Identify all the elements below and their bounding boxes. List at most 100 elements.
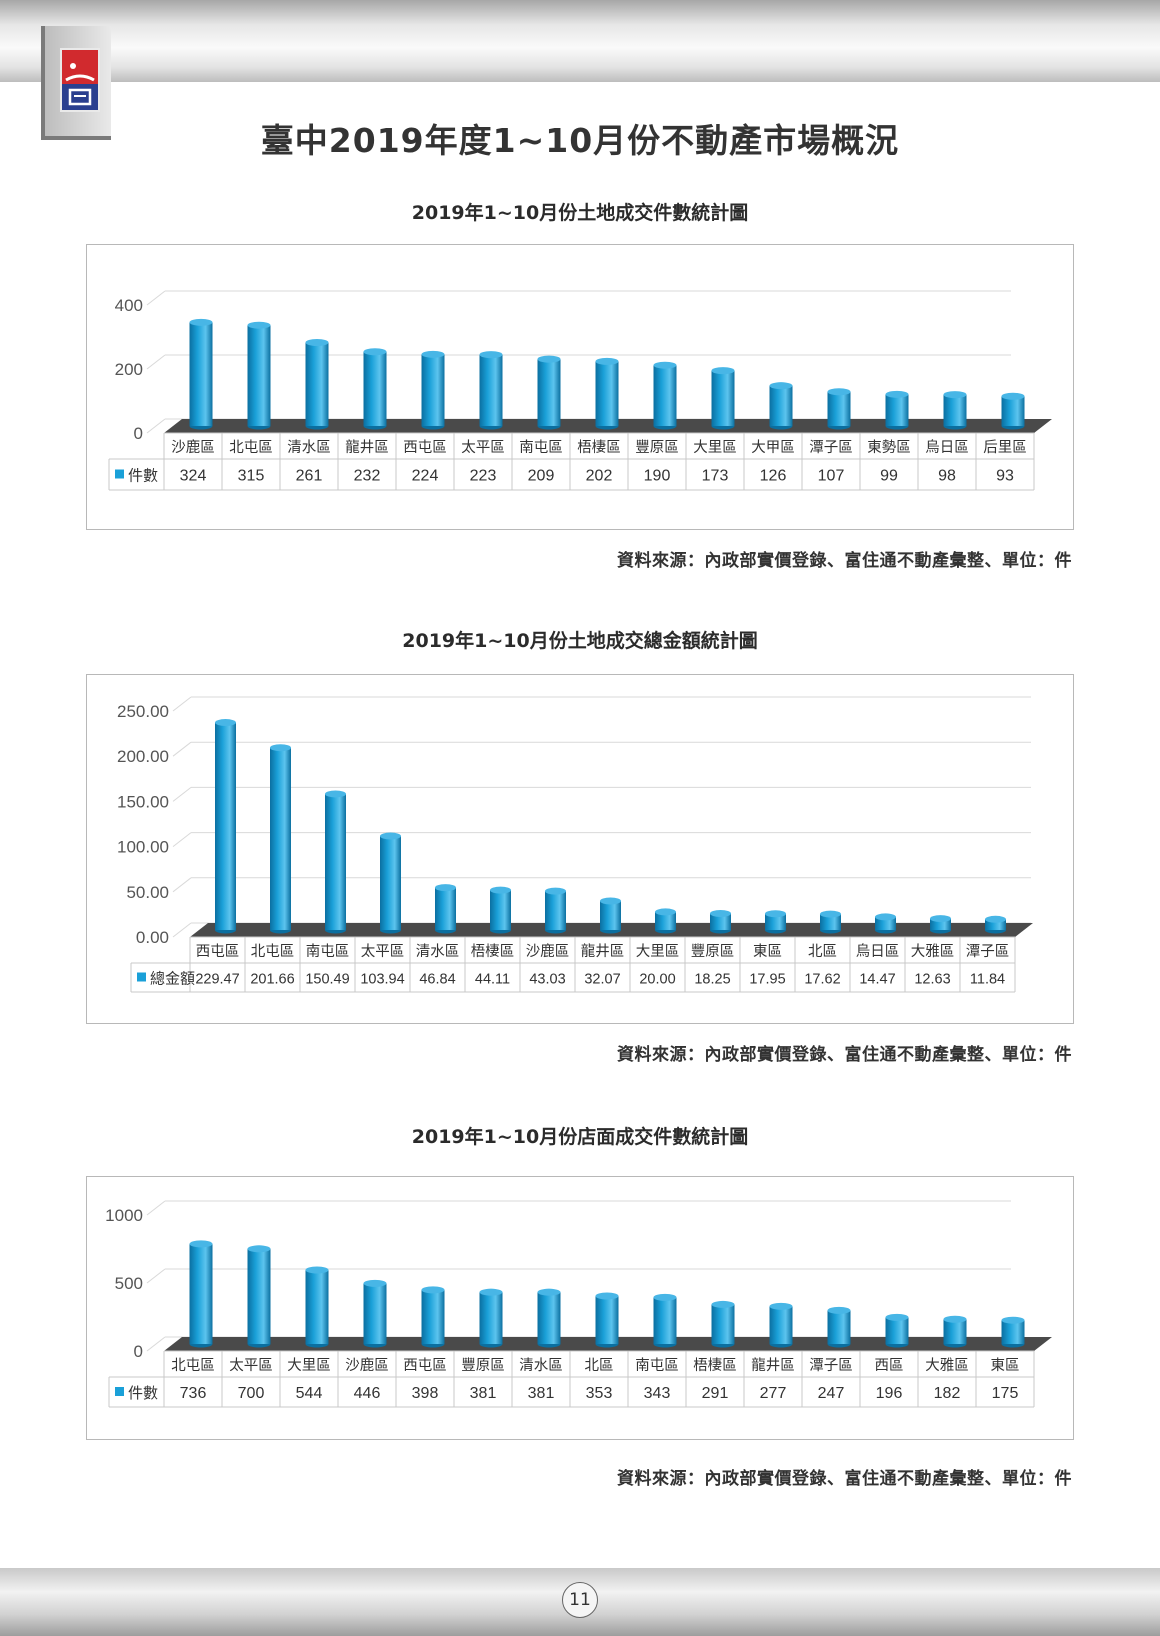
chart-1-title: 2019年1~10月份土地成交件數統計圖 <box>411 202 749 224</box>
bar-top <box>711 367 735 375</box>
y-tick-label: 200 <box>115 360 143 379</box>
data-label: 277 <box>760 1385 787 1402</box>
category-label: 清水區 <box>416 943 460 960</box>
gridline-diagonal <box>172 787 192 802</box>
bar-top <box>875 913 896 921</box>
bar-body <box>711 370 735 426</box>
bar-top <box>363 348 387 356</box>
bar <box>270 744 291 934</box>
y-tick-label: 400 <box>115 296 143 315</box>
bar <box>600 897 621 934</box>
legend-swatch <box>137 972 146 982</box>
data-label: 107 <box>818 468 845 485</box>
data-label: 247 <box>818 1385 845 1402</box>
bar-top <box>600 897 621 905</box>
category-label: 南屯區 <box>306 943 350 960</box>
y-tick-label: 50.00 <box>126 883 169 902</box>
y-tick-label: 200.00 <box>117 747 169 766</box>
y-tick-label: 250.00 <box>117 702 169 721</box>
data-label: 46.84 <box>419 972 455 988</box>
legend-label: 總金額 <box>150 970 195 988</box>
bar-top <box>479 351 503 359</box>
category-label: 西區 <box>875 1358 904 1374</box>
bar-top <box>985 915 1006 923</box>
bar <box>985 915 1006 934</box>
logo-frame <box>41 26 111 140</box>
bar-top <box>421 350 445 358</box>
data-label: 291 <box>702 1385 729 1402</box>
gridline-diagonal <box>146 1268 166 1284</box>
bar-body <box>875 916 896 930</box>
bar <box>653 1293 677 1348</box>
page-title: 臺中2019年度1~10月份不動產市場概況 <box>260 121 900 160</box>
bar-body <box>1001 396 1025 426</box>
company-logo-icon <box>60 48 100 112</box>
bar-top <box>545 887 566 895</box>
bar-top <box>595 357 619 365</box>
data-label: 196 <box>876 1385 903 1402</box>
bar-top <box>655 908 676 916</box>
data-label: 223 <box>470 468 497 485</box>
bar <box>247 1245 271 1348</box>
bar <box>885 1313 909 1348</box>
bar-body <box>769 1306 793 1344</box>
bar-body <box>325 793 346 930</box>
category-label: 西屯區 <box>196 943 240 960</box>
y-tick-label: 500 <box>115 1274 143 1293</box>
bar <box>875 913 896 934</box>
bar-top <box>827 1306 851 1314</box>
bar <box>363 348 387 430</box>
data-label: 14.47 <box>859 972 895 988</box>
data-label: 99 <box>880 468 898 485</box>
bar <box>380 832 401 934</box>
bar <box>769 382 793 430</box>
category-label: 東區 <box>753 943 782 960</box>
data-label: 18.25 <box>694 972 730 988</box>
data-label: 353 <box>586 1385 613 1402</box>
y-tick-label: 0 <box>134 424 143 443</box>
category-label: 太平區 <box>361 943 405 960</box>
data-label: 229.47 <box>195 972 239 988</box>
bar-top <box>653 361 677 369</box>
bar-body <box>247 325 271 426</box>
bar-top <box>943 1315 967 1323</box>
data-label: 190 <box>644 468 671 485</box>
chart-2-land-value: 0.00 50.00 100.00 150.00 200.00 250.00 總金額 西屯區 2… <box>86 674 1074 1024</box>
bar <box>769 1302 793 1348</box>
data-label: 202 <box>586 468 613 485</box>
data-label: 315 <box>238 468 265 485</box>
bar-body <box>363 351 387 426</box>
bar-body <box>769 385 793 426</box>
category-label: 東勢區 <box>867 439 911 456</box>
legend-label: 件數 <box>128 1384 158 1402</box>
y-tick-label: 0.00 <box>136 928 169 947</box>
bar-body <box>711 1304 735 1344</box>
gridline-diagonal <box>172 922 192 938</box>
bar-top <box>270 744 291 752</box>
bar-top <box>479 1288 503 1296</box>
bar-top <box>769 382 793 390</box>
bar-body <box>943 1319 967 1344</box>
y-tick-label: 1000 <box>105 1206 143 1225</box>
bar <box>189 1240 213 1348</box>
bar-body <box>537 359 561 426</box>
gridline-diagonal <box>146 418 166 434</box>
legend-label: 件數 <box>128 467 158 485</box>
gridline-diagonal <box>146 1336 166 1352</box>
bar <box>490 886 511 934</box>
data-label: 209 <box>528 468 555 485</box>
category-label: 梧棲區 <box>693 1357 737 1374</box>
category-label: 西屯區 <box>403 1357 447 1374</box>
bar-body <box>479 354 503 426</box>
bar-top <box>247 321 271 329</box>
bar-body <box>380 836 401 930</box>
category-label: 北區 <box>585 1357 614 1374</box>
category-label: 大雅區 <box>925 1357 969 1374</box>
category-label: 豐原區 <box>691 943 735 960</box>
data-label: 11.84 <box>970 972 1005 988</box>
y-tick-label: 0 <box>134 1342 143 1361</box>
bar <box>820 910 841 934</box>
bar-body <box>595 361 619 426</box>
category-label: 北屯區 <box>229 439 273 456</box>
